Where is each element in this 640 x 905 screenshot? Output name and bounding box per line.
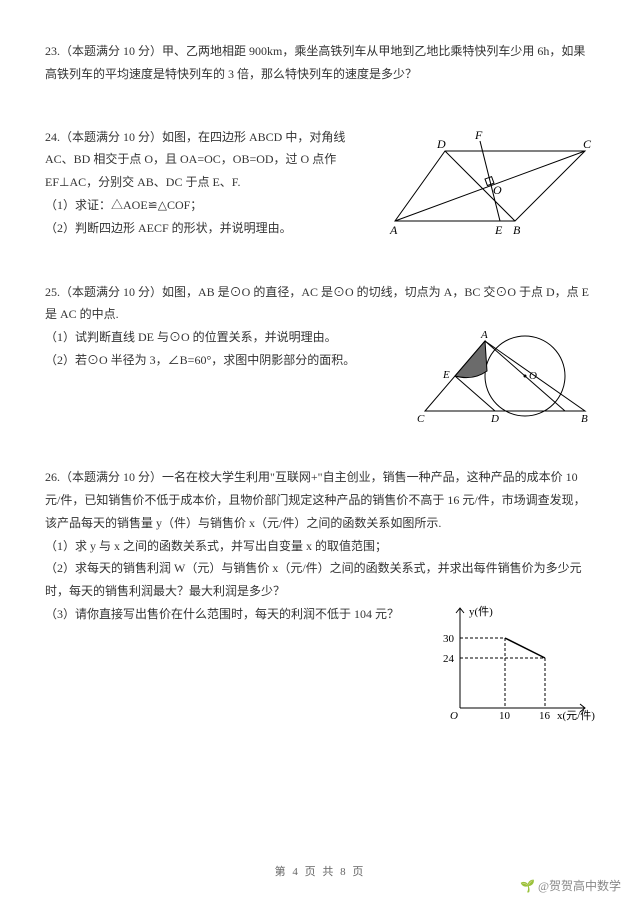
circle-tangent-diagram: A B C D E O <box>405 326 595 426</box>
q26-part2: （2）求每天的销售利润 W（元）与销售价 x（元/件）之间的函数关系式，并求出每… <box>45 557 595 603</box>
label-A: A <box>389 223 398 237</box>
y-axis-label: y(件) <box>469 605 493 618</box>
q26-text-block: （3）请你直接写出售价在什么范围时，每天的利润不低于 104 元？ <box>45 603 425 723</box>
q25-figure: A B C D E O <box>405 326 595 426</box>
ytick-30: 30 <box>443 633 455 645</box>
q25-part1: （1）试判断直线 DE 与⊙O 的位置关系，并说明理由。 <box>45 326 395 349</box>
label-O: O <box>529 370 537 382</box>
label-A: A <box>480 329 488 341</box>
q23-text: 23.（本题满分 10 分）甲、乙两地相距 900km，乘坐高铁列车从甲地到乙地… <box>45 40 595 86</box>
label-O: O <box>493 183 502 197</box>
question-25: 25.（本题满分 10 分）如图，AB 是⊙O 的直径，AC 是⊙O 的切线，切… <box>45 281 595 427</box>
q25-part2: （2）若⊙O 半径为 3，∠B=60°，求图中阴影部分的面积。 <box>45 349 395 372</box>
ytick-24: 24 <box>443 653 455 665</box>
q25-text-block: （1）试判断直线 DE 与⊙O 的位置关系，并说明理由。 （2）若⊙O 半径为 … <box>45 326 395 426</box>
q24-figure: A B C D E F O <box>385 126 595 241</box>
q24-part1: （1）求证：△AOE≌△COF； <box>45 194 375 217</box>
label-D: D <box>490 413 499 425</box>
q24-text-block: 24.（本题满分 10 分）如图，在四边形 ABCD 中，对角线 AC、BD 相… <box>45 126 375 241</box>
label-F: F <box>474 128 483 142</box>
shaded-region <box>455 341 487 378</box>
question-26: 26.（本题满分 10 分）一名在校大学生利用"互联网+"自主创业，销售一种产品… <box>45 466 595 723</box>
label-E: E <box>494 223 503 237</box>
q25-intro: 25.（本题满分 10 分）如图，AB 是⊙O 的直径，AC 是⊙O 的切线，切… <box>45 281 595 327</box>
q26-intro: 26.（本题满分 10 分）一名在校大学生利用"互联网+"自主创业，销售一种产品… <box>45 466 595 534</box>
q24-part2: （2）判断四边形 AECF 的形状，并说明理由。 <box>45 217 375 240</box>
line-chart: y(件) x(元/件) 30 24 10 16 O <box>435 603 595 723</box>
leaf-icon: 🌱 <box>520 879 535 893</box>
q26-figure: y(件) x(元/件) 30 24 10 16 O <box>435 603 595 723</box>
label-D: D <box>436 137 446 151</box>
parallelogram-diagram: A B C D E F O <box>385 126 595 241</box>
q24-intro: 24.（本题满分 10 分）如图，在四边形 ABCD 中，对角线 AC、BD 相… <box>45 126 375 194</box>
watermark-text: @贺贺高中数学 <box>538 879 621 893</box>
watermark: 🌱 @贺贺高中数学 <box>516 874 625 899</box>
label-E: E <box>442 369 450 381</box>
question-24: 24.（本题满分 10 分）如图，在四边形 ABCD 中，对角线 AC、BD 相… <box>45 126 595 241</box>
label-B: B <box>581 413 588 425</box>
label-B: B <box>513 223 521 237</box>
xtick-10: 10 <box>499 710 511 722</box>
origin-label: O <box>450 710 458 722</box>
x-axis-label: x(元/件) <box>557 709 595 722</box>
q26-part1: （1）求 y 与 x 之间的函数关系式，并写出自变量 x 的取值范围； <box>45 535 595 558</box>
xtick-16: 16 <box>539 710 551 722</box>
label-C: C <box>417 413 425 425</box>
q26-part3: （3）请你直接写出售价在什么范围时，每天的利润不低于 104 元？ <box>45 603 425 626</box>
label-C: C <box>583 137 592 151</box>
question-23: 23.（本题满分 10 分）甲、乙两地相距 900km，乘坐高铁列车从甲地到乙地… <box>45 40 595 86</box>
